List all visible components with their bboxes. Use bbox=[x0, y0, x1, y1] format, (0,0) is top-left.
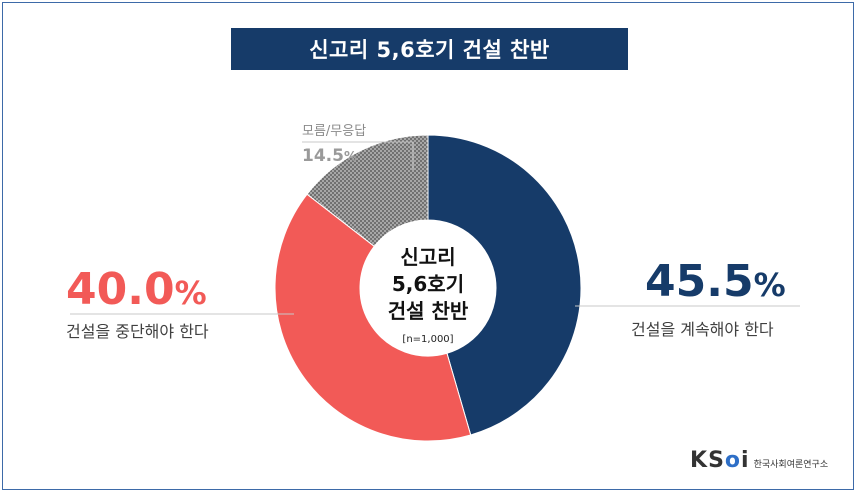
slice-unknown bbox=[306, 134, 429, 248]
stop-percent: 40.0% bbox=[66, 264, 207, 315]
logo-org-name: 한국사회여론연구소 bbox=[753, 460, 829, 470]
chart-title: 신고리 5,6호기 건설 찬반 bbox=[231, 28, 628, 70]
leader-line-unknown bbox=[302, 141, 414, 170]
continue-label: 건설을 계속해야 한다 bbox=[631, 320, 774, 339]
center-label-line: 신고리 bbox=[400, 245, 456, 269]
unknown-percent: 14.5% bbox=[302, 146, 357, 166]
center-label-line: 5,6호기 bbox=[391, 272, 465, 296]
sample-size: [n=1,000] bbox=[402, 334, 454, 345]
center-label: 신고리 5,6호기 건설 찬반 bbox=[372, 244, 484, 325]
stop-label: 건설을 중단해야 한다 bbox=[66, 322, 209, 341]
ksoi-logo: KSoi 한국사회여론연구소 bbox=[690, 448, 828, 473]
logo-mark: KSoi bbox=[690, 448, 750, 473]
unknown-label: 모름/무응답 bbox=[302, 124, 367, 139]
center-label-line: 건설 찬반 bbox=[387, 299, 469, 323]
donut-hole bbox=[360, 220, 496, 356]
continue-percent: 45.5% bbox=[645, 256, 786, 307]
